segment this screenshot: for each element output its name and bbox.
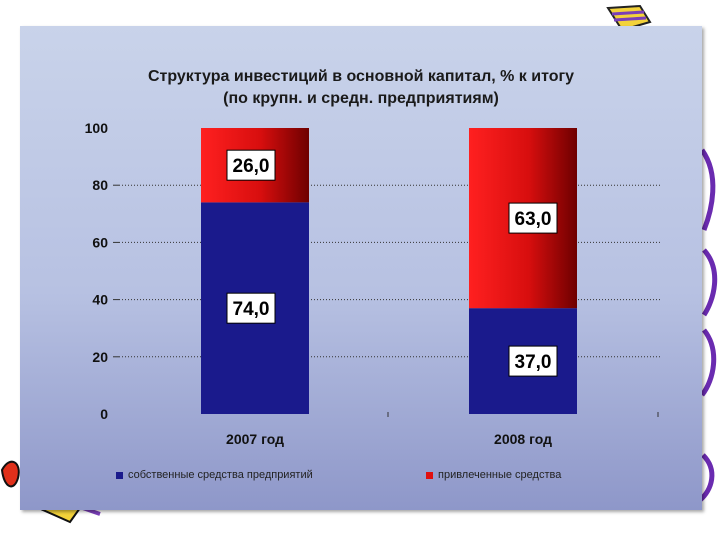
data-label-0-1: 26,0: [233, 156, 270, 177]
chart-subtitle: (по крупн. и средн. предприятиям): [223, 90, 499, 107]
x-category-label-1: 2008 год: [494, 431, 552, 447]
legend-label-borrowed-funds: привлеченные средства: [438, 469, 562, 481]
y-tick-label-100: 100: [85, 120, 109, 136]
data-label-1-0: 37,0: [515, 352, 552, 373]
y-tick-label-60: 60: [92, 234, 108, 250]
y-tick-label-0: 0: [100, 406, 108, 422]
pencil-clipart-icon: [606, 4, 652, 32]
legend-item-own-funds: собственные средства предприятий: [116, 469, 313, 481]
legend-swatch-borrowed-funds: [426, 471, 433, 479]
legend-swatch-own-funds: [116, 471, 123, 479]
swirl-clipart-icon: [698, 148, 718, 502]
stacked-bar-chart: 0 20 40 60 80 100 74,0 26,0 37,0 63,0 2007 год 20…: [85, 120, 660, 447]
chart-panel: Структура инвестиций в основной капитал,…: [20, 26, 702, 510]
legend-label-own-funds: собственные средства предприятий: [128, 469, 313, 481]
y-tick-label-20: 20: [92, 349, 108, 365]
data-label-box-0-0: [226, 292, 276, 324]
data-label-1-1: 63,0: [515, 209, 552, 230]
data-label-box-1-0: [508, 345, 558, 377]
y-tick-label-80: 80: [92, 177, 108, 193]
y-tick-label-40: 40: [92, 292, 108, 308]
chart-title: Структура инвестиций в основной капитал,…: [147, 68, 575, 85]
data-label-box-1-1: [508, 202, 558, 234]
data-label-0-0: 74,0: [233, 299, 270, 320]
data-label-box-0-1: [226, 149, 276, 181]
x-category-label-0: 2007 год: [226, 431, 284, 447]
legend-item-borrowed-funds: привлеченные средства: [426, 469, 561, 481]
